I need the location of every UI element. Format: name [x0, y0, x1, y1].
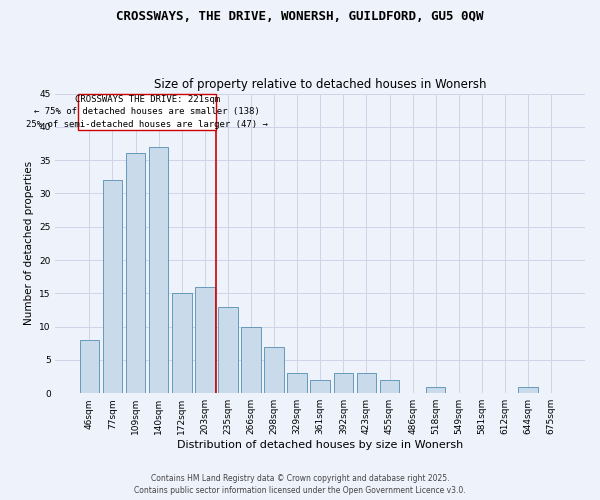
Text: ← 75% of detached houses are smaller (138): ← 75% of detached houses are smaller (13…: [34, 108, 260, 116]
Bar: [103, 180, 122, 393]
Bar: [426, 386, 445, 393]
Bar: [149, 147, 169, 393]
Text: 25% of semi-detached houses are larger (47) →: 25% of semi-detached houses are larger (…: [26, 120, 268, 128]
FancyBboxPatch shape: [78, 94, 217, 130]
Bar: [356, 373, 376, 393]
Bar: [380, 380, 400, 393]
Bar: [172, 294, 191, 393]
Text: Contains HM Land Registry data © Crown copyright and database right 2025.
Contai: Contains HM Land Registry data © Crown c…: [134, 474, 466, 495]
Title: Size of property relative to detached houses in Wonersh: Size of property relative to detached ho…: [154, 78, 487, 91]
Bar: [195, 286, 215, 393]
Bar: [334, 373, 353, 393]
Bar: [264, 346, 284, 393]
Bar: [80, 340, 99, 393]
Bar: [310, 380, 330, 393]
X-axis label: Distribution of detached houses by size in Wonersh: Distribution of detached houses by size …: [177, 440, 463, 450]
Bar: [218, 306, 238, 393]
Bar: [126, 154, 145, 393]
Bar: [518, 386, 538, 393]
Bar: [241, 326, 261, 393]
Text: CROSSWAYS, THE DRIVE, WONERSH, GUILDFORD, GU5 0QW: CROSSWAYS, THE DRIVE, WONERSH, GUILDFORD…: [116, 10, 484, 23]
Y-axis label: Number of detached properties: Number of detached properties: [23, 162, 34, 326]
Text: CROSSWAYS THE DRIVE: 221sqm: CROSSWAYS THE DRIVE: 221sqm: [74, 95, 220, 104]
Bar: [287, 373, 307, 393]
